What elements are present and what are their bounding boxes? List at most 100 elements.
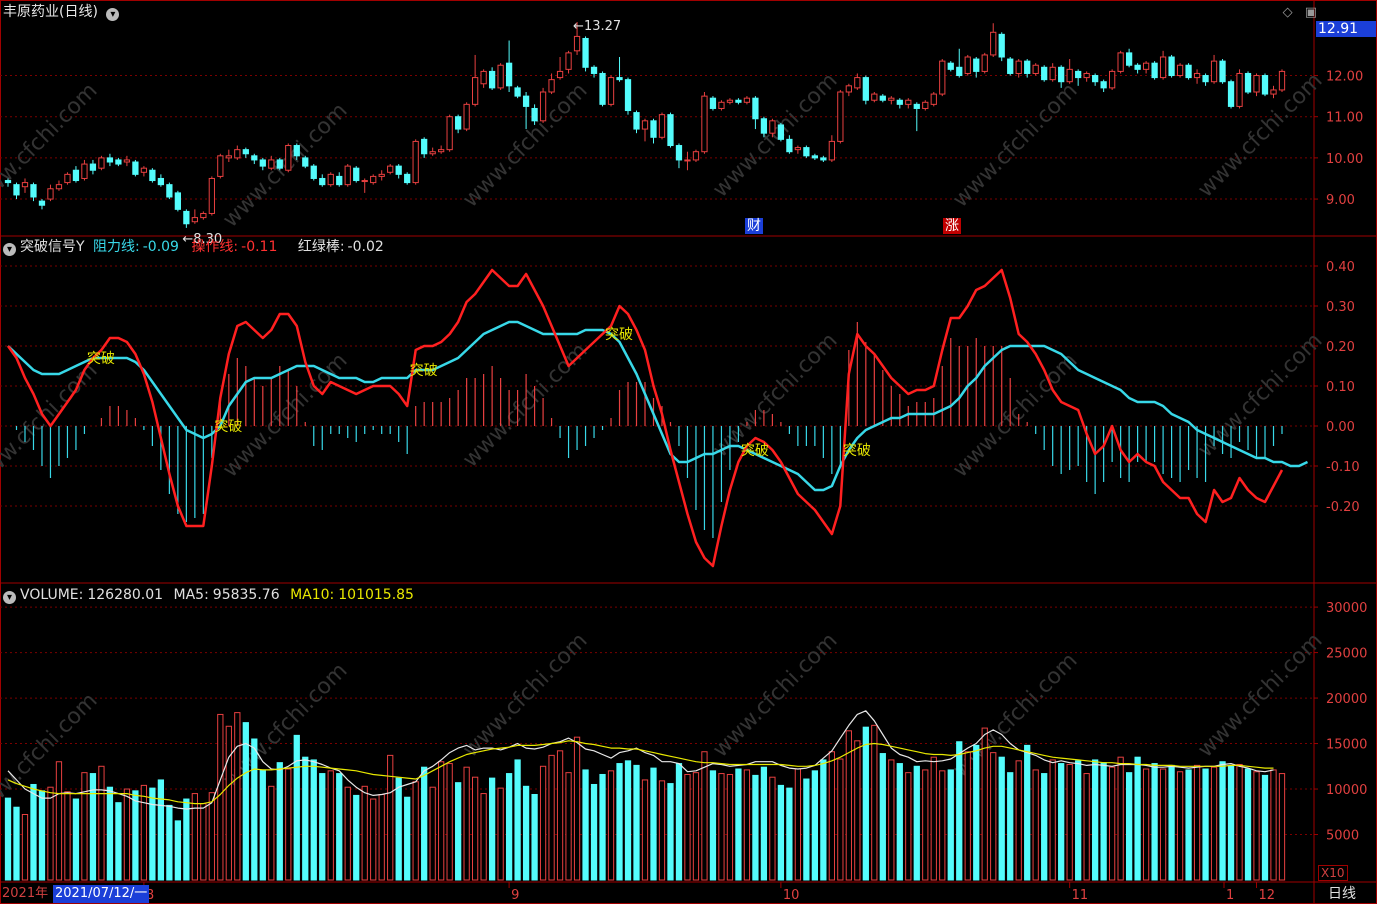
price-panel[interactable]: ←8.30 ←13.27 (4, 19, 1286, 247)
candle-body (658, 114, 666, 138)
candle-body (412, 140, 419, 184)
period-label[interactable]: 日线 (1328, 886, 1356, 902)
volume-bar (463, 766, 470, 881)
candle-body (1227, 81, 1235, 107)
candle-body (990, 31, 997, 56)
finance-marker[interactable]: 财 (745, 218, 763, 234)
candle-body (1015, 60, 1022, 74)
ma10-value: 101015.85 (338, 587, 414, 603)
volume-bar (1185, 769, 1192, 881)
candle-body (302, 157, 309, 167)
diamond-icon[interactable]: ◇ (1282, 5, 1293, 20)
candle-body (692, 151, 700, 161)
candle-body (1236, 72, 1243, 107)
candle-body (217, 155, 224, 177)
candle-body (1219, 60, 1226, 83)
candle-body (30, 184, 37, 198)
candle-body (947, 62, 954, 70)
candle-body (1168, 56, 1175, 77)
volume-bar (285, 768, 292, 881)
resist-line (7, 320, 1309, 492)
volume-bar (4, 797, 12, 881)
volume-bar (709, 770, 717, 881)
candle-body (964, 56, 971, 74)
volume-bar (395, 777, 402, 881)
volume-label: VOLUME: (20, 587, 84, 603)
chevron-down-icon[interactable]: ▾ (3, 591, 16, 604)
candle-body (191, 217, 198, 223)
chevron-down-icon[interactable]: ▾ (3, 243, 16, 256)
volume-bar (913, 765, 920, 881)
volume-bar (1210, 766, 1218, 881)
candle-body (149, 169, 156, 182)
volume-bar (896, 763, 903, 881)
chevron-down-icon[interactable]: ▾ (106, 8, 120, 21)
breakout-signal: 突破 (843, 443, 871, 459)
volume-bar (811, 770, 818, 881)
volume-bar (488, 777, 496, 881)
resist-value: -0.09 (142, 239, 179, 255)
volume-bar (1270, 769, 1277, 881)
volume-bar (132, 790, 139, 881)
candle-body (1024, 60, 1031, 74)
volume-tick-label: 10000 (1326, 783, 1367, 798)
volume-panel[interactable] (4, 710, 1286, 881)
candle-body (81, 163, 88, 179)
volume-bar (990, 752, 997, 881)
watermark-text: www.cfchi.com (1193, 628, 1327, 762)
candle-body (998, 33, 1005, 58)
candle-body (786, 138, 793, 153)
candle-body (616, 77, 623, 81)
candle-body (624, 79, 632, 112)
candle-body (234, 149, 241, 159)
chart-title-bar: 丰原药业(日线) ▾ (3, 3, 123, 21)
volume-bar (30, 783, 37, 881)
candle-body (438, 149, 445, 153)
limit-up-marker[interactable]: 涨 (943, 218, 961, 234)
volume-bar (174, 820, 181, 881)
candle-body (871, 93, 878, 101)
watermark-text: www.cfchi.com (708, 628, 842, 762)
candle-body (556, 70, 564, 79)
low-annotation: ←8.30 (182, 232, 222, 247)
candle-body (123, 159, 131, 163)
candle-body (446, 116, 453, 151)
volume-bar (115, 802, 122, 881)
candle-body (336, 175, 343, 186)
volume-bar (548, 754, 555, 881)
volume-bar (55, 761, 63, 881)
candle-body (862, 77, 869, 101)
volume-bar (1253, 771, 1260, 881)
candle-body (718, 101, 725, 109)
volume-bar (412, 781, 419, 881)
volume-bar (251, 738, 258, 881)
volume-bar (1278, 773, 1286, 881)
volume-bar (98, 765, 105, 881)
volume-bar (1159, 768, 1167, 881)
candle-body (1075, 70, 1082, 79)
volume-bar (607, 770, 615, 881)
volume-bar (157, 779, 165, 881)
candle-body (1210, 60, 1218, 83)
volume-value: 126280.01 (87, 587, 164, 603)
volume-bar (217, 713, 224, 881)
volume-bar (370, 798, 377, 881)
volume-bar (123, 788, 131, 881)
volume-bar (1168, 764, 1175, 881)
candle-body (811, 155, 818, 159)
candle-body (344, 165, 351, 186)
candle-body (752, 97, 759, 120)
volume-bar (1075, 760, 1082, 881)
breakout-signal: 突破 (410, 363, 438, 379)
volume-bar (81, 772, 88, 881)
volume-bar (1066, 763, 1073, 881)
watermark-text: www.cfchi.com (218, 348, 352, 482)
candle-body (956, 66, 963, 77)
window-icon[interactable]: ▣ (1304, 5, 1317, 20)
month-label: 9 (511, 888, 519, 903)
volume-bar (1117, 756, 1124, 881)
volume-bar (421, 766, 428, 881)
volume-bar (930, 756, 937, 881)
